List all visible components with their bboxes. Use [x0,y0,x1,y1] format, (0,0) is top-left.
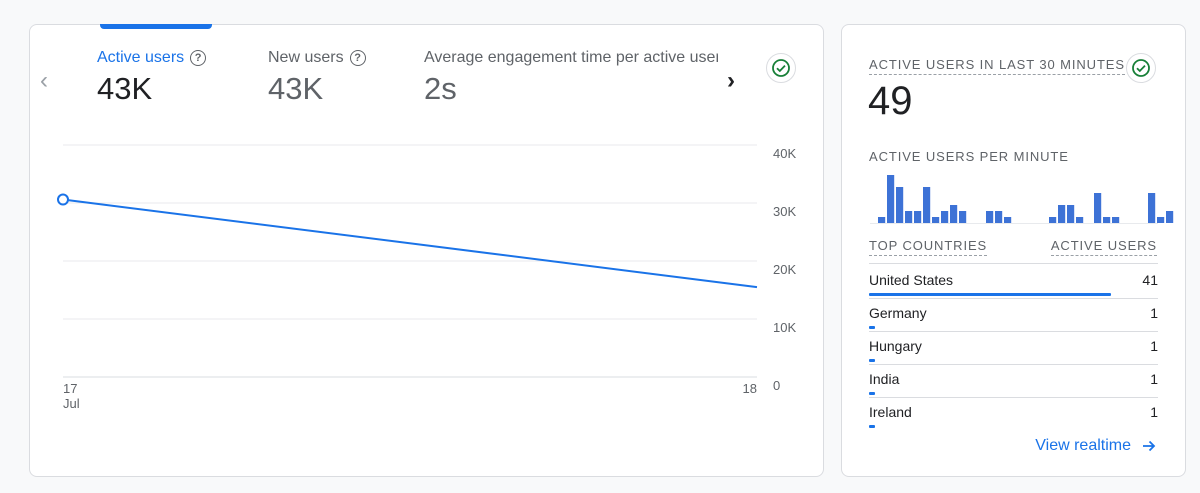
country-row: Germany 1 [869,298,1158,332]
per-minute-bar [950,205,958,223]
y-tick-label: 20K [773,262,796,277]
row-divider [869,298,1158,299]
country-share-bar [869,392,876,395]
country-name: Germany [869,305,927,321]
per-minute-bar [1004,217,1012,223]
country-active-users: 1 [1150,404,1158,420]
y-tick-label: 10K [773,320,796,335]
x-tick-label: 17 [63,381,77,396]
active-users-header[interactable]: ACTIVE USERS [1050,238,1157,256]
view-realtime-label: View realtime [1035,437,1131,454]
per-minute-bar [905,211,913,223]
next-metric-chevron-icon[interactable]: › [727,67,735,94]
row-divider [869,331,1158,332]
country-share-bar [869,359,876,362]
active-users-value: 43K [97,71,153,106]
country-share-bar [869,425,876,428]
per-minute-bar [986,211,994,223]
realtime-card: ACTIVE USERS IN LAST 30 MINUTES 49 ACTIV… [841,24,1186,477]
engagement-value: 2s [424,71,457,106]
row-divider [869,364,1158,365]
per-minute-bar [1112,217,1120,223]
per-minute-bar [1103,217,1111,223]
previous-metric-chevron-icon[interactable]: ‹ [40,67,48,94]
country-active-users: 1 [1150,305,1158,321]
country-row: India 1 [869,364,1158,398]
x-tick-label: 18 [743,381,757,396]
per-minute-bar [1166,211,1174,223]
data-point [57,193,69,206]
active-users-series-line [62,198,758,289]
selected-tab-indicator [100,24,212,29]
y-tick-label: 0 [773,378,780,393]
country-name: India [869,371,900,387]
new-users-value: 43K [268,71,324,106]
realtime-active-users-value: 49 [868,79,913,123]
per-minute-bar [941,211,949,223]
y-tick-label: 30K [773,204,796,219]
view-realtime-link[interactable]: View realtime [1035,437,1157,455]
country-share-bar [869,293,1111,296]
active-users-label: Active users [97,49,185,66]
data-quality-check-icon[interactable] [1126,53,1156,83]
country-active-users: 41 [1142,272,1158,288]
per-minute-bar [995,211,1003,223]
country-name: Hungary [869,338,922,354]
per-minute-label: ACTIVE USERS PER MINUTE [869,149,1069,164]
per-minute-bar [1058,205,1066,223]
arrow-right-icon [1143,440,1156,452]
data-quality-check-icon[interactable] [766,53,796,83]
country-share-bar [869,326,876,329]
per-minute-bar [1049,217,1057,223]
country-name: United States [869,272,954,288]
country-row: Hungary 1 [869,331,1158,365]
country-row: United States 41 [869,265,1158,299]
engagement-label: Average engagement time per active user [424,49,718,66]
help-icon[interactable]: ? [190,50,207,66]
per-minute-bar [959,211,967,223]
per-minute-bar [1076,217,1084,223]
new-users-label: New users [268,49,344,66]
row-divider [869,397,1158,398]
country-active-users: 1 [1150,371,1158,387]
realtime-title: ACTIVE USERS IN LAST 30 MINUTES [869,57,1125,75]
tab-average-engagement-time[interactable]: Average engagement time per active user … [424,49,718,107]
per-minute-bar [887,175,895,223]
per-minute-bar [914,211,922,223]
per-minute-bar [923,187,931,223]
per-minute-bar [1094,193,1102,223]
tab-active-users[interactable]: Active users ? 43K [97,49,207,107]
country-name: Ireland [869,404,912,420]
x-tick-label: Jul [63,396,80,411]
per-minute-bar [932,217,940,223]
country-row: Ireland 1 [869,397,1158,430]
per-minute-bar [1148,193,1156,223]
table-divider [869,263,1158,264]
summary-card: ‹ Active users ? 43K New users ? 43K Ave… [29,24,824,477]
per-minute-bar [1067,205,1075,223]
per-minute-bar-chart [870,175,1174,224]
y-tick-label: 40K [773,146,796,161]
country-active-users: 1 [1150,338,1158,354]
tab-new-users[interactable]: New users ? 43K [268,49,366,107]
per-minute-bar [1157,217,1165,223]
top-countries-header[interactable]: TOP COUNTRIES [869,238,988,256]
help-icon[interactable]: ? [349,50,366,66]
per-minute-bar [878,217,886,223]
per-minute-bar [896,187,904,223]
